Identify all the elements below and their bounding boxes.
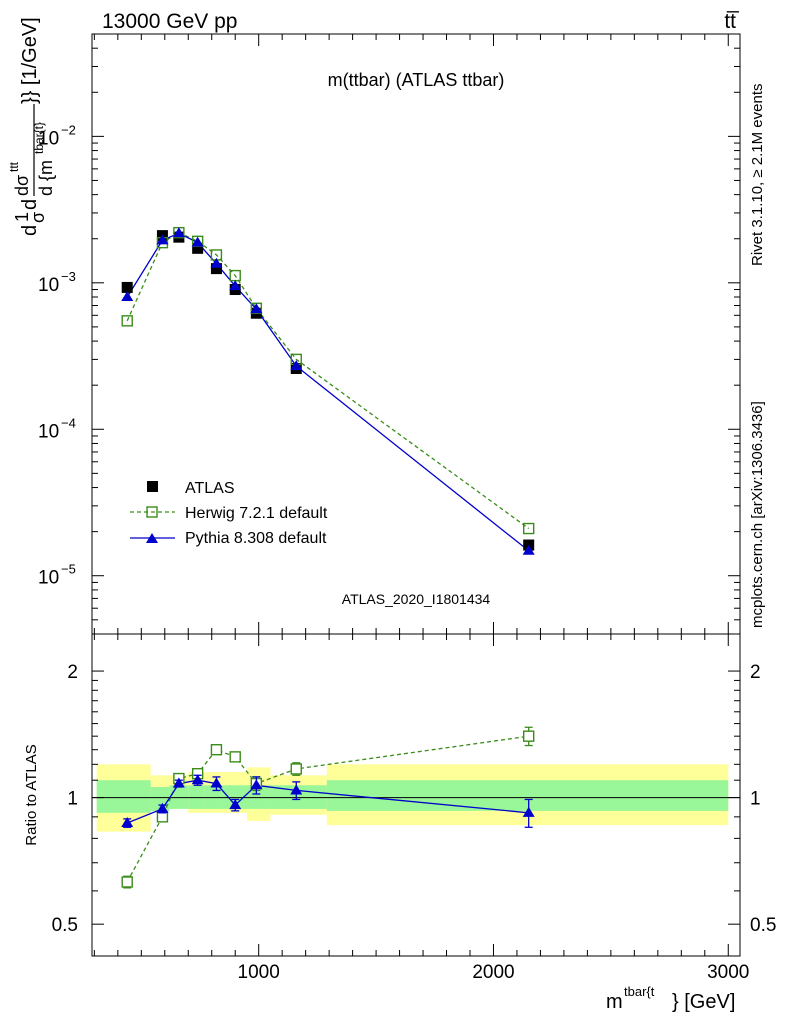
ylabel-one: 1 <box>12 212 32 222</box>
pythia-point <box>290 360 303 371</box>
xlabel-main: m <box>606 991 623 1013</box>
pythia-line <box>126 232 530 552</box>
ylabel-sup: ttt <box>7 161 21 172</box>
legend-herwig-marker <box>146 506 158 518</box>
ratio-pythia-point <box>250 779 263 790</box>
pythia-point <box>121 291 134 302</box>
atlas-point <box>121 281 133 293</box>
ratio-inner-band <box>204 785 224 809</box>
ylabel-den: d {m <box>36 160 56 196</box>
plot-title: m(ttbar) (ATLAS ttbar) <box>328 70 505 90</box>
main-y-tick-label: 10 <box>38 568 59 589</box>
ratio-panel: 0.5 0.5 1 1 2 2 1000 2000 3000 Ratio to ATLAS <box>23 633 776 983</box>
ylabel-den-end: }} [1/GeV] <box>19 17 41 104</box>
x-tick-label: 3000 <box>707 962 749 983</box>
main-y-tick-label: 10 <box>38 128 59 149</box>
pythia-point <box>229 280 242 291</box>
legend-pythia-label: Pythia 8.308 default <box>185 530 327 547</box>
pythia-point <box>191 236 204 247</box>
ratio-frame <box>91 633 741 957</box>
ratio-y-axis-label: Ratio to ATLAS <box>23 744 40 845</box>
legend-pythia-marker <box>146 533 158 543</box>
xlabel-end: } [GeV] <box>672 991 735 1013</box>
ratio-herwig-point <box>121 876 133 888</box>
atlas-point <box>192 242 204 254</box>
x-axis-label: m tbar{t } [GeV] <box>606 984 735 1013</box>
main-panel: 10−510−410−310−2 m(ttbar) (ATLAS ttbar) … <box>38 33 741 635</box>
ylabel-prefix: d <box>19 225 41 236</box>
ylabel-sigma: σ <box>28 212 48 223</box>
main-y-tick-exponent: −3 <box>61 269 76 284</box>
ylabel-num: dσ <box>12 175 32 196</box>
pythia-point <box>156 234 169 245</box>
ratio-y-tick-label-right: 0.5 <box>750 915 776 936</box>
main-y-tick-exponent: −2 <box>61 122 76 137</box>
header-right: tt̅ <box>724 10 740 33</box>
main-ticks: 10−510−410−310−2 <box>38 33 740 635</box>
ratio-bands <box>92 764 740 832</box>
main-marks <box>121 226 535 555</box>
x-tick-label: 2000 <box>472 962 514 983</box>
ratio-pythia-point <box>172 777 185 788</box>
ratio-pythia-point <box>156 802 169 813</box>
atlas-point <box>210 263 222 275</box>
legend-atlas-label: ATLAS <box>185 480 235 497</box>
ratio-herwig-point <box>522 730 535 742</box>
ratio-inner-band <box>169 785 189 809</box>
ratio-herwig-point <box>210 744 223 756</box>
ratio-y-tick-label-right: 1 <box>750 789 761 810</box>
ratio-inner-band <box>246 785 271 809</box>
ylabel-d1: d <box>19 199 41 210</box>
herwig-point <box>522 522 535 535</box>
ratio-inner-band <box>188 785 205 809</box>
main-y-tick-label: 10 <box>38 421 59 442</box>
ratio-y-tick-label: 0.5 <box>52 915 78 936</box>
x-tick-label: 1000 <box>238 962 280 983</box>
ratio-inner-band <box>96 780 151 813</box>
ratio-ticks: 0.5 0.5 1 1 2 2 1000 2000 3000 <box>52 634 776 983</box>
pythia-point <box>172 227 185 238</box>
xlabel-sup: tbar{t <box>624 984 655 999</box>
ylabel-den-sup: tbar{t} <box>32 122 46 154</box>
ratio-inner-band <box>270 785 327 809</box>
legend: ATLAS Herwig 7.2.1 default Pythia 8.308 … <box>130 480 328 547</box>
analysis-watermark: ATLAS_2020_I1801434 <box>342 591 491 607</box>
ratio-herwig-line <box>126 735 529 883</box>
ratio-y-tick-label-right: 2 <box>750 662 761 683</box>
rivet-label: Rivet 3.1.10, ≥ 2.1M events <box>749 84 766 267</box>
ratio-inner-band <box>223 785 247 809</box>
ratio-herwig-point <box>290 763 302 775</box>
main-y-tick-exponent: −5 <box>61 562 76 577</box>
herwig-point <box>121 315 133 327</box>
ratio-pythia-point <box>191 774 204 785</box>
pythia-point <box>522 544 535 555</box>
legend-atlas-marker <box>147 481 158 492</box>
ratio-y-tick-label: 1 <box>67 789 78 810</box>
main-y-tick-exponent: −4 <box>61 415 76 430</box>
ratio-herwig-point <box>229 751 241 763</box>
header-left: 13000 GeV pp <box>102 10 237 33</box>
ratio-pythia-point <box>290 784 303 795</box>
legend-herwig-label: Herwig 7.2.1 default <box>185 505 328 522</box>
ratio-pythia-point <box>121 817 134 828</box>
ratio-pythia-point <box>522 806 535 817</box>
pythia-point <box>250 303 263 314</box>
ratio-inner-band <box>326 780 729 811</box>
pythia-point <box>210 257 223 268</box>
ratio-pythia-point <box>210 777 223 788</box>
main-y-tick-label: 10 <box>38 275 59 296</box>
main-y-axis-label: d 1 σ d dσ ttt d {m tbar{t} }} [1/GeV] <box>7 17 56 236</box>
ratio-y-tick-label: 2 <box>67 662 78 683</box>
ratio-pythia-point <box>229 799 242 810</box>
ratio-marks <box>121 726 535 889</box>
mcplots-label: mcplots.cern.ch [arXiv:1306.3436] <box>749 401 766 628</box>
